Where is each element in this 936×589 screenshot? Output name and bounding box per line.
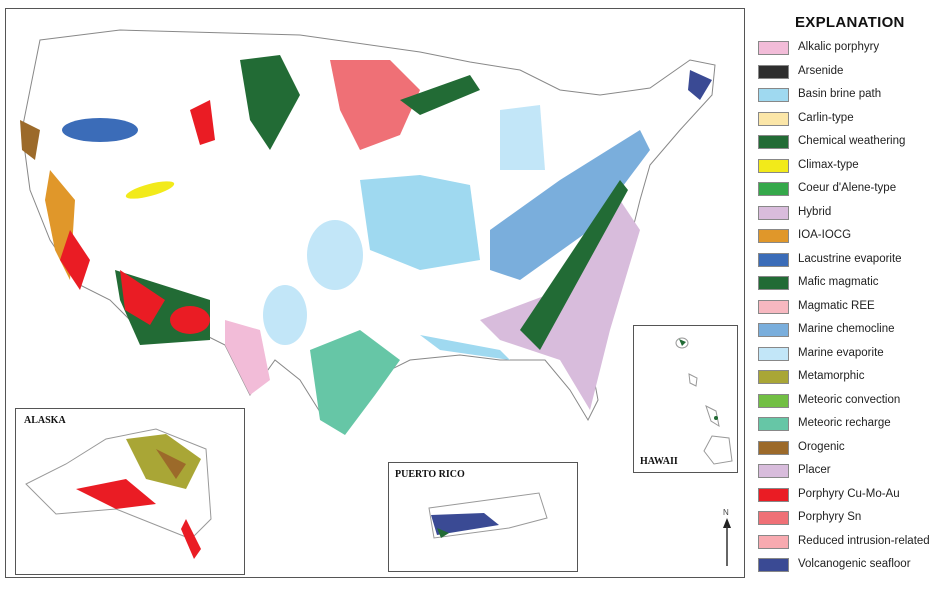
legend-swatch [758, 393, 789, 408]
legend-label: Climax-type [798, 158, 859, 171]
legend-swatch [758, 299, 789, 314]
legend-swatch [758, 158, 789, 173]
legend-item: Porphyry Cu-Mo-Au [758, 487, 936, 504]
map-frame [5, 8, 745, 578]
legend-swatch [758, 252, 789, 267]
legend-swatch [758, 487, 789, 502]
legend-swatch [758, 111, 789, 126]
legend-item: Marine evaporite [758, 346, 936, 363]
legend-label: Basin brine path [798, 88, 882, 100]
legend-swatch [758, 370, 789, 384]
legend-label: Marine evaporite [798, 346, 884, 359]
legend-swatch [758, 88, 789, 102]
legend-label: Alkalic porphyry [798, 41, 880, 53]
legend-label: Hybrid [798, 205, 832, 218]
legend-item: Climax-type [758, 158, 936, 175]
legend-swatch [758, 182, 789, 196]
legend-label: Lacustrine evaporite [798, 252, 902, 265]
legend-item: Reduced intrusion-related [758, 534, 936, 551]
legend-item: IOA-IOCG [758, 229, 936, 245]
legend-item: Meteoric recharge [758, 417, 936, 433]
legend-label: Arsenide [798, 64, 844, 77]
north-label: N [723, 508, 729, 517]
legend-label: Porphyry Cu-Mo-Au [798, 487, 900, 500]
legend-swatch [758, 511, 789, 525]
legend-swatch [758, 440, 789, 455]
hawaii-map [675, 337, 733, 465]
legend-label: Coeur d'Alene-type [798, 182, 897, 194]
legend-item: Alkalic porphyry [758, 41, 936, 57]
legend-swatch [758, 64, 789, 79]
legend-swatch [758, 276, 789, 290]
legend-title: EXPLANATION [795, 14, 905, 31]
legend-swatch [758, 346, 789, 361]
legend-swatch [758, 534, 789, 549]
legend-label: Porphyry Sn [798, 511, 862, 523]
alaska-map [25, 428, 212, 559]
legend-item: Volcanogenic seafloor [758, 558, 936, 574]
legend-swatch [758, 558, 789, 572]
legend-item: Metamorphic [758, 370, 936, 386]
puerto-rico-inset: PUERTO RICO [388, 462, 578, 572]
legend-item: Marine chemocline [758, 323, 936, 339]
legend-label: Reduced intrusion-related [798, 534, 930, 547]
legend-item: Basin brine path [758, 88, 936, 104]
legend-label: Carlin-type [798, 111, 854, 124]
legend-label: Metamorphic [798, 370, 865, 382]
legend-item: Placer [758, 464, 936, 480]
legend-swatch [758, 323, 789, 337]
hawaii-label: HAWAII [640, 456, 678, 467]
puerto-rico-map [428, 492, 548, 539]
legend-swatch [758, 464, 789, 478]
alaska-inset: ALASKA [15, 408, 245, 575]
legend-item: Lacustrine evaporite [758, 252, 936, 269]
legend-item: Mafic magmatic [758, 276, 936, 292]
legend-label: IOA-IOCG [798, 229, 852, 241]
legend-item: Arsenide [758, 64, 936, 81]
puerto-rico-label: PUERTO RICO [395, 469, 465, 480]
legend-item: Porphyry Sn [758, 511, 936, 527]
legend-label: Mafic magmatic [798, 276, 879, 288]
legend-swatch [758, 205, 789, 220]
legend-label: Volcanogenic seafloor [798, 558, 911, 570]
legend-label: Magmatic REE [798, 299, 875, 312]
legend-item: Meteoric convection [758, 393, 936, 410]
legend-item: Magmatic REE [758, 299, 936, 316]
legend-item: Hybrid [758, 205, 936, 222]
legend-swatch [758, 135, 789, 149]
legend-label: Placer [798, 464, 831, 476]
north-arrow: N [720, 508, 734, 568]
legend-label: Chemical weathering [798, 135, 906, 147]
legend-label: Orogenic [798, 440, 845, 453]
legend-item: Chemical weathering [758, 135, 936, 151]
alaska-label: ALASKA [24, 415, 66, 426]
legend-item: Carlin-type [758, 111, 936, 128]
legend-swatch [758, 229, 789, 243]
legend-label: Meteoric recharge [798, 417, 891, 429]
legend-label: Meteoric convection [798, 393, 901, 406]
deposit-areas [20, 55, 712, 435]
legend-swatch [758, 41, 789, 55]
legend-swatch [758, 417, 789, 431]
north-arrow-icon [723, 518, 731, 566]
legend-item: Orogenic [758, 440, 936, 457]
legend-item: Coeur d'Alene-type [758, 182, 936, 198]
legend-label: Marine chemocline [798, 323, 895, 335]
conterminous-us-map [20, 29, 716, 435]
hawaii-inset: HAWAII [633, 325, 738, 473]
